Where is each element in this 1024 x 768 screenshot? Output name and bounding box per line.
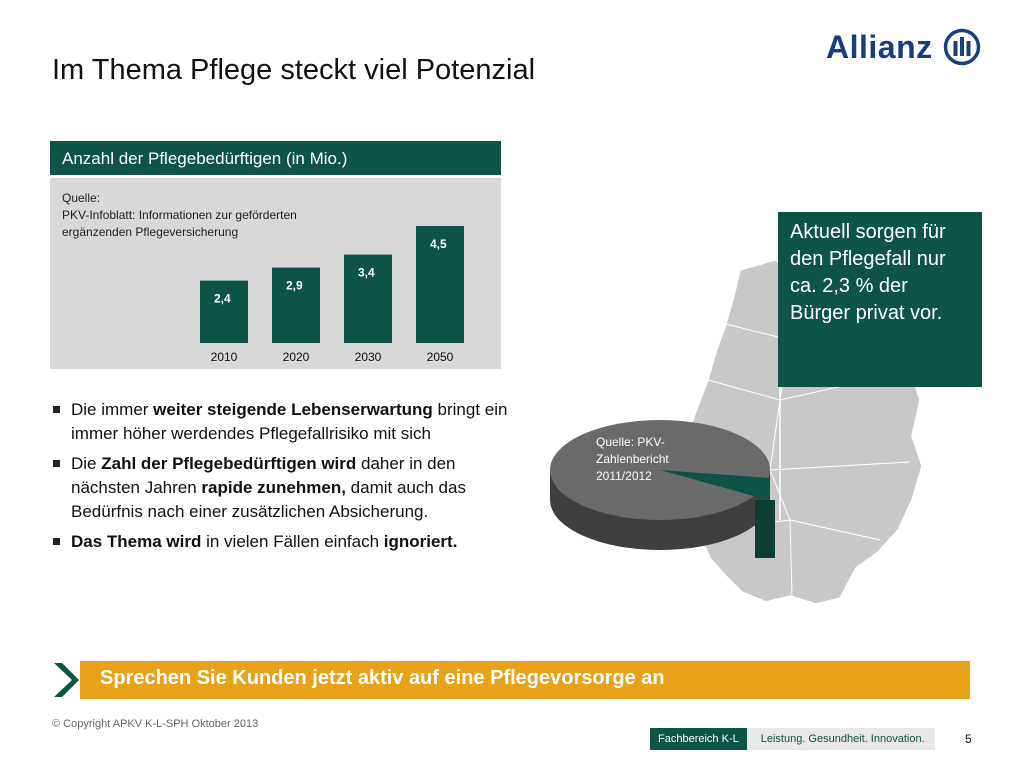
claim-label: Leistung. Gesundheit. Innovation. bbox=[746, 728, 935, 750]
logo-wordmark: Allianz bbox=[826, 28, 933, 65]
bar-chart: Quelle: PKV-Infoblatt: Informationen zur… bbox=[50, 178, 501, 369]
bullet-text: damit auch das Bedürfnis nach einer zusä… bbox=[71, 478, 466, 521]
chart-source-line: ergänzenden Pflegeversicherung bbox=[62, 225, 239, 239]
x-tick-label: 2010 bbox=[211, 350, 238, 364]
footer-tag: Fachbereich K-L Leistung. Gesundheit. In… bbox=[650, 728, 935, 750]
pie-source: Quelle: PKV-Zahlenbericht 2011/2012 bbox=[596, 435, 669, 483]
bullet-text: rapide zunehmen, bbox=[201, 478, 346, 497]
bar-chart-plot: 2,4 2010 2,9 2020 3,4 2030 4,5 2050 bbox=[200, 226, 464, 364]
chart-header: Anzahl der Pflegebedürftigen (in Mio.) bbox=[50, 141, 501, 175]
bullet-text: daher in den nächsten Jahren bbox=[71, 454, 456, 497]
bar-2010 bbox=[200, 280, 248, 343]
slide-title: Im Thema Pflege steckt viel Potenzial bbox=[52, 54, 536, 86]
bullet-text: ignoriert. bbox=[383, 532, 458, 551]
bullet-text: Zahl der Pflegebedürftigen wird bbox=[101, 454, 357, 473]
allianz-eagle-icon bbox=[943, 28, 980, 66]
x-tick-label: 2020 bbox=[283, 350, 310, 364]
copyright: © Copyright APKV K-L-SPH Oktober 2013 bbox=[52, 718, 259, 730]
bar-2050 bbox=[416, 226, 464, 343]
x-tick-label: 2050 bbox=[427, 350, 454, 364]
bullet-text: Das Thema wird bbox=[71, 532, 202, 551]
bar-2020 bbox=[272, 267, 320, 343]
department-label: Fachbereich K-L bbox=[650, 728, 747, 750]
chart-source-line: PKV-Infoblatt: Informationen zur geförde… bbox=[62, 208, 297, 222]
bullet-item: Das Thema wird in vielen Fällen einfach … bbox=[52, 530, 522, 554]
cta-banner-text: Sprechen Sie Kunden jetzt aktiv auf eine… bbox=[100, 667, 665, 689]
chart-source: Quelle: PKV-Infoblatt: Informationen zur… bbox=[62, 190, 297, 241]
x-tick-label: 2030 bbox=[355, 350, 382, 364]
bullet-text: in vielen Fällen einfach bbox=[201, 532, 384, 551]
allianz-logo: Allianz bbox=[826, 28, 981, 66]
chart-source-line: Quelle: bbox=[62, 191, 101, 205]
bullet-text: weiter steigende Lebenserwartung bbox=[153, 400, 433, 419]
bar-value-label: 4,5 bbox=[430, 237, 447, 251]
page-number: 5 bbox=[965, 732, 972, 746]
chevron-right-icon bbox=[50, 661, 80, 699]
callout-box: Aktuell sorgen für den Pflegefall nur ca… bbox=[778, 212, 982, 387]
pie-slice-private bbox=[660, 470, 770, 500]
bullet-list: Die immer weiter steigende Lebenserwartu… bbox=[52, 398, 522, 560]
bar-value-label: 3,4 bbox=[358, 266, 375, 280]
bullet-text: Die immer bbox=[71, 400, 154, 419]
bar-2030 bbox=[344, 254, 392, 343]
cta-banner: Sprechen Sie Kunden jetzt aktiv auf eine… bbox=[50, 661, 970, 699]
bar-value-label: 2,4 bbox=[214, 292, 231, 306]
bullet-text: Die bbox=[71, 454, 102, 473]
bar-value-label: 2,9 bbox=[286, 279, 303, 293]
bullet-text: bringt ein immer höher werdendes Pflegef… bbox=[71, 400, 508, 443]
bullet-item: Die immer weiter steigende Lebenserwartu… bbox=[52, 398, 522, 446]
bullet-item: Die Zahl der Pflegebedürftigen wird dahe… bbox=[52, 452, 522, 524]
